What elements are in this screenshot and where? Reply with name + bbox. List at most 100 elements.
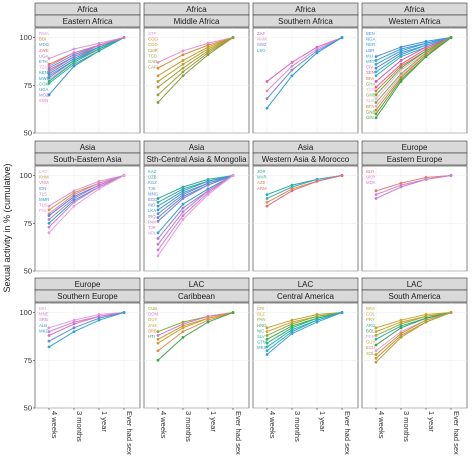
series-line (157, 37, 234, 77)
data-point (97, 318, 101, 322)
series-line (157, 37, 234, 96)
country-label: COL (366, 312, 375, 317)
data-point (449, 311, 453, 314)
data-point (374, 108, 378, 112)
country-label: BFA (366, 76, 374, 81)
data-point (47, 72, 51, 76)
country-label: BRA (366, 306, 375, 311)
series-line (375, 37, 452, 96)
series-line (375, 37, 452, 88)
panel-background (34, 302, 141, 409)
data-point (374, 334, 378, 337)
data-point (265, 200, 269, 204)
data-point (374, 85, 378, 89)
series-line (48, 37, 125, 82)
panel-5: Asia Sth-Central Asia & Mongolia KAZUZBKGZ… (143, 140, 250, 272)
data-point (449, 36, 453, 39)
series-line (157, 175, 234, 207)
series-line (266, 37, 343, 82)
series-line (48, 312, 125, 329)
country-label: ARM (257, 186, 267, 191)
series-line (375, 312, 452, 329)
country-label: UZB (148, 175, 157, 180)
subregion-label: Southern Africa (278, 17, 333, 26)
country-label: CUB (148, 306, 157, 311)
data-point (290, 189, 294, 193)
series-line (266, 37, 343, 109)
country-label: BLR (366, 169, 374, 174)
data-point (122, 174, 126, 177)
data-point (47, 208, 51, 212)
data-point (374, 74, 378, 78)
data-point (47, 326, 51, 330)
y-axis-label: Sexual activity in % (cumulative) (2, 163, 12, 292)
country-label: GHA (366, 81, 375, 86)
data-point (231, 174, 235, 177)
series-line (48, 312, 125, 342)
country-label: LAO (39, 169, 48, 174)
country-label: SEN (366, 70, 375, 75)
x-tick-label: 4 weeks (50, 411, 59, 439)
panel-10: LAC Central America CRIBLZPANHNDNICSLVGTMM… (252, 277, 359, 455)
subregion-label: Eastern Africa (63, 17, 113, 26)
subregion-label: South America (388, 292, 441, 301)
country-label: PHL (39, 208, 48, 213)
country-label: KGZ (148, 180, 157, 185)
subregion-strip (34, 152, 141, 166)
data-point (156, 208, 160, 212)
region-label: Africa (404, 5, 425, 14)
data-point (181, 335, 185, 339)
country-label: BOL (366, 328, 375, 333)
x-tick-label: 1 year (427, 411, 436, 432)
series-line (266, 37, 343, 99)
panel-background (361, 165, 468, 272)
subregion-strip (361, 152, 468, 166)
data-point (374, 93, 378, 97)
data-point (156, 337, 160, 341)
subregion-strip (252, 289, 359, 303)
subregion-label: Central America (277, 292, 334, 301)
series-line (375, 312, 452, 346)
data-point (47, 64, 51, 68)
data-point (265, 345, 269, 349)
data-point (315, 51, 319, 55)
data-point (156, 216, 160, 219)
series-line (375, 37, 452, 58)
data-point (181, 62, 185, 66)
series-line (157, 312, 234, 352)
data-point (340, 36, 344, 39)
series-line (48, 175, 125, 228)
data-point (265, 193, 269, 197)
country-label: MWI (39, 76, 48, 81)
country-label: SGN (39, 98, 48, 103)
country-label: LSO (257, 48, 266, 53)
series-line (157, 175, 234, 234)
country-label: NGA (366, 37, 375, 42)
country-label: NPL (148, 231, 157, 236)
region-label: Asia (189, 143, 205, 152)
country-label: GUY (148, 317, 157, 322)
series-line (157, 312, 234, 344)
data-point (156, 330, 160, 334)
data-point (122, 311, 126, 314)
country-label: STP (148, 31, 156, 36)
country-label: KHM (39, 175, 49, 180)
y-tick-label: 75 (24, 219, 32, 228)
data-point (47, 80, 51, 83)
y-tick-label: 50 (24, 404, 32, 413)
series-line (48, 312, 125, 348)
country-label: ZWE (39, 48, 49, 53)
data-point (47, 57, 51, 60)
series-line (48, 37, 125, 84)
x-tick-label: 4 weeks (159, 411, 168, 439)
panel-11: LAC South America BRACOLPRYARGBOLPERGUYECU… (361, 277, 468, 455)
region-label: LAC (189, 280, 205, 289)
data-point (265, 353, 269, 356)
data-point (290, 64, 294, 68)
country-label: TGO (366, 87, 376, 92)
data-point (265, 197, 269, 200)
x-tick-label: 1 year (209, 411, 218, 432)
x-tick-label: Ever had sex (234, 411, 243, 455)
